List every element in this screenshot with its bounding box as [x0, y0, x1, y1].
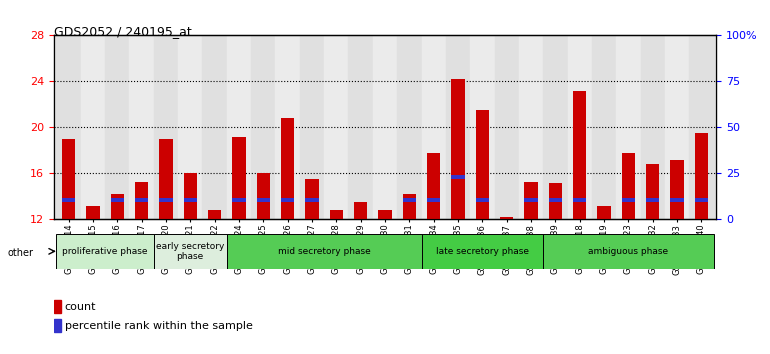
Bar [281, 118, 294, 219]
Bar [256, 198, 270, 202]
Bar [500, 217, 514, 219]
Bar [135, 182, 149, 219]
Bar [403, 194, 416, 219]
Text: count: count [65, 302, 96, 312]
Bar [349, 35, 373, 219]
Bar [446, 35, 470, 219]
Bar [598, 206, 611, 219]
Bar [616, 35, 641, 219]
Bar [573, 198, 587, 202]
Bar [621, 153, 635, 219]
Bar [427, 153, 440, 219]
Bar [226, 234, 421, 269]
Bar [524, 198, 537, 202]
Bar [549, 198, 562, 202]
Bar [208, 210, 221, 219]
Bar [105, 35, 129, 219]
Bar [646, 164, 659, 219]
Bar [251, 35, 276, 219]
Bar [159, 198, 172, 202]
Bar [56, 234, 154, 269]
Bar [256, 173, 270, 219]
Bar [621, 198, 635, 202]
Bar [544, 234, 714, 269]
Bar [233, 198, 246, 202]
Bar [111, 198, 124, 202]
Bar [183, 173, 197, 219]
Bar [178, 35, 203, 219]
Bar [300, 35, 324, 219]
Text: percentile rank within the sample: percentile rank within the sample [65, 321, 253, 331]
Text: early secretory
phase: early secretory phase [156, 242, 224, 261]
Bar [129, 35, 154, 219]
Text: ambiguous phase: ambiguous phase [588, 247, 668, 256]
Bar [324, 35, 349, 219]
Bar [451, 175, 465, 179]
Bar [54, 300, 61, 313]
Bar [111, 194, 124, 219]
Bar [135, 198, 149, 202]
Bar [154, 35, 178, 219]
Text: proliferative phase: proliferative phase [62, 247, 148, 256]
Bar [154, 234, 226, 269]
Bar [646, 198, 659, 202]
Bar [695, 133, 708, 219]
Bar [695, 198, 708, 202]
Bar [427, 198, 440, 202]
Bar [305, 198, 319, 202]
Bar [86, 206, 99, 219]
Bar [544, 35, 567, 219]
Text: mid secretory phase: mid secretory phase [278, 247, 370, 256]
Bar [476, 198, 489, 202]
Bar [378, 210, 392, 219]
Text: GDS2052 / 240195_at: GDS2052 / 240195_at [54, 25, 192, 38]
Bar [665, 35, 689, 219]
Bar [159, 139, 172, 219]
Bar [62, 139, 75, 219]
Bar [671, 198, 684, 202]
Bar [281, 198, 294, 202]
Bar [421, 35, 446, 219]
Bar [567, 35, 592, 219]
Bar [276, 35, 300, 219]
Bar [494, 35, 519, 219]
Bar [354, 202, 367, 219]
Bar [305, 179, 319, 219]
Bar [470, 35, 494, 219]
Bar [226, 35, 251, 219]
Bar [689, 35, 714, 219]
Bar [56, 35, 81, 219]
Text: late secretory phase: late secretory phase [436, 247, 529, 256]
Bar [671, 160, 684, 219]
Bar [203, 35, 226, 219]
Bar [451, 79, 465, 219]
Bar [81, 35, 105, 219]
Bar [233, 137, 246, 219]
Bar [524, 182, 537, 219]
Bar [183, 198, 197, 202]
Bar [549, 183, 562, 219]
Bar [476, 110, 489, 219]
Text: other: other [8, 248, 34, 258]
Bar [421, 234, 544, 269]
Bar [592, 35, 616, 219]
Bar [641, 35, 665, 219]
Bar [397, 35, 421, 219]
Bar [403, 198, 416, 202]
Bar [330, 210, 343, 219]
Bar [62, 198, 75, 202]
Bar [519, 35, 544, 219]
Bar [54, 319, 61, 332]
Bar [573, 91, 587, 219]
Bar [373, 35, 397, 219]
